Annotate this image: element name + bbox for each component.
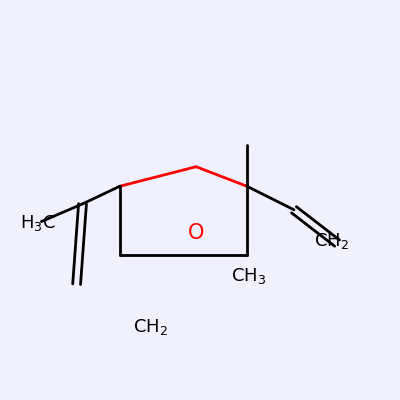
Text: CH$_2$: CH$_2$ <box>314 231 349 251</box>
Text: CH$_2$: CH$_2$ <box>134 317 168 337</box>
Text: O: O <box>188 223 204 243</box>
Text: CH$_3$: CH$_3$ <box>231 266 266 286</box>
Text: H$_3$C: H$_3$C <box>20 214 56 234</box>
